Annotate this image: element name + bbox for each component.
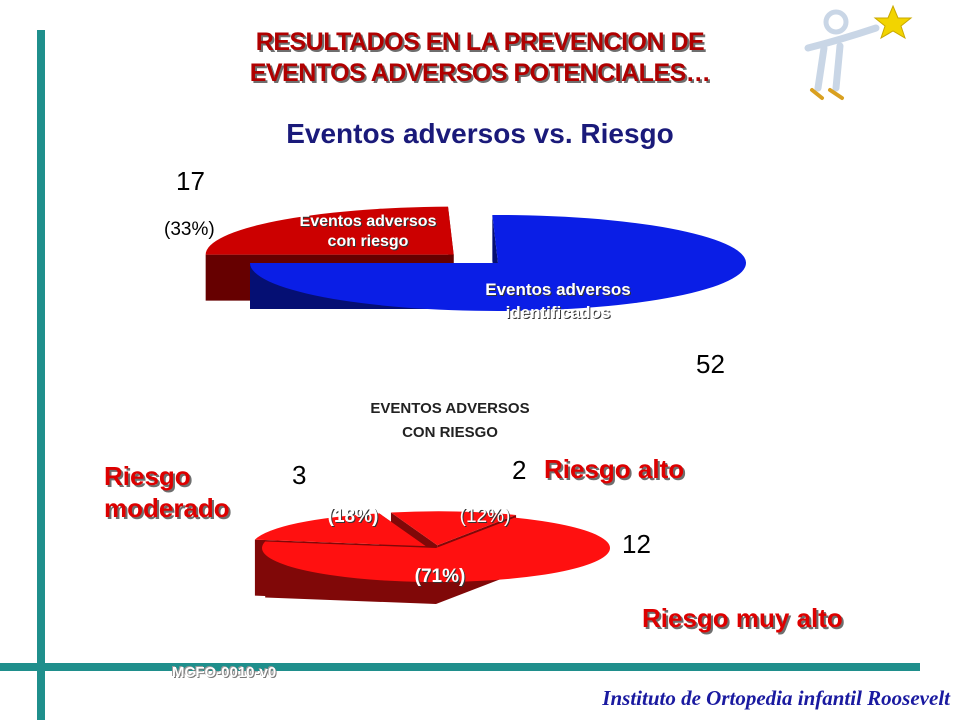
pie1-percent-label-1: (33%) [164, 219, 215, 240]
pie1-slice-label-2-line-2: identificados [505, 303, 611, 322]
chart2-heading-line-1: EVENTOS ADVERSOS [370, 400, 530, 417]
slide-title-line-2: EVENTOS ADVERSOS POTENCIALES… [249, 59, 711, 87]
pie1-slice-2 [250, 215, 746, 312]
pie2-value-label-1: 3 [292, 460, 307, 490]
slide-title-line-1: RESULTADOS EN LA PREVENCION DE [255, 28, 705, 56]
pie1-slice-label-1-line-2: con riesgo [327, 233, 409, 250]
pie1-slice-label-1-line-1: Eventos adversos [299, 213, 437, 230]
pie1-value-label-1: 17 [176, 166, 205, 196]
pie2-slice-1 [254, 513, 426, 547]
pie2-slice-2 [390, 511, 517, 546]
chart1-title: Eventos adversos vs. Riesgo [286, 118, 674, 149]
pie2-category-label-2: Riesgo alto [544, 454, 685, 484]
pie2-percent-label-1: (18%) [327, 506, 379, 527]
pie1-slice-1 [205, 206, 454, 255]
pie1-slice-label-1: Eventos adversos con riesgo [268, 212, 468, 252]
pie2-category-label-1-line-1: Riesgo [104, 461, 191, 491]
footer-institution: Instituto de Ortopedia infantil Roosevel… [602, 686, 950, 710]
pie2-value-label-2: 2 [512, 455, 527, 485]
pie2-slice-3 [262, 517, 610, 583]
footer-code: MCFO-0010-v0 [172, 664, 277, 681]
pie2-value-label-3: 12 [622, 529, 651, 559]
pie2-percent-label-3: (71%) [414, 566, 466, 587]
pie2-category-label-1: Riesgo moderado [104, 460, 230, 524]
pie2-category-label-1-line-2: moderado [104, 493, 230, 523]
left-accent-bar [37, 30, 45, 720]
bottom-accent-bar [0, 663, 920, 671]
chart2-heading-line-2: CON RIESGO [402, 424, 498, 441]
pie2-percent-label-2: (12%) [459, 506, 511, 527]
pie1-slice-label-2: Eventos adversos identificados [443, 278, 673, 324]
pie2-group [254, 511, 610, 604]
pie2-category-label-3: Riesgo muy alto [642, 603, 843, 633]
pie1-group [205, 206, 746, 312]
pie1-value-label-2: 52 [696, 349, 725, 379]
pie1-slice-label-2-line-1: Eventos adversos [485, 280, 631, 299]
